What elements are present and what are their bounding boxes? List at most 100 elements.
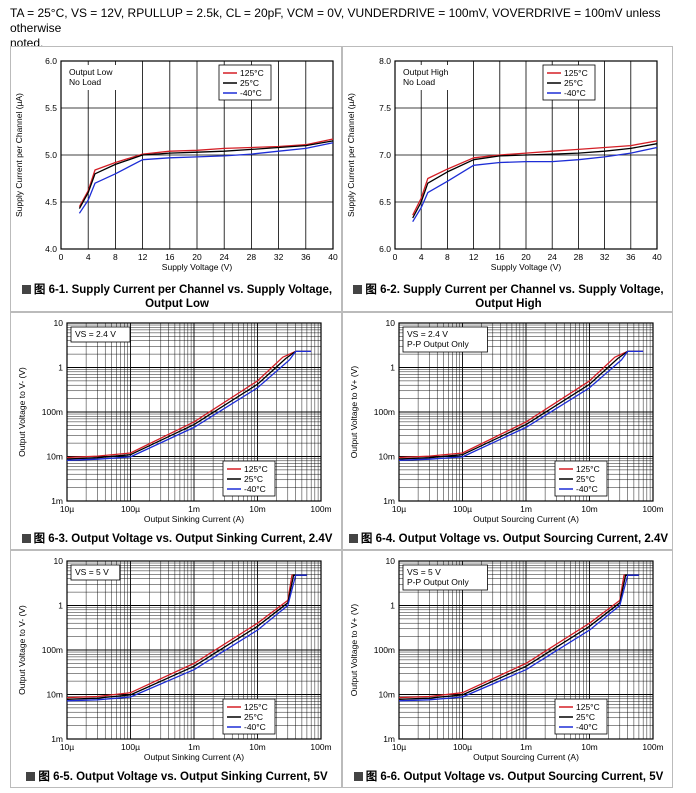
y-tick-label: 1 xyxy=(390,601,395,611)
x-axis-label: Output Sinking Current (A) xyxy=(144,514,244,524)
annotation-text: VS = 5 V xyxy=(75,567,109,577)
x-tick-label: 100µ xyxy=(121,742,140,752)
y-tick-label: 1 xyxy=(58,601,63,611)
annotation-text: Output High xyxy=(403,67,449,77)
x-tick-label: 1m xyxy=(188,504,200,514)
legend-label: 125°C xyxy=(244,702,268,712)
y-axis-label: Supply Current per Channel (µA) xyxy=(346,93,356,217)
y-tick-label: 5.0 xyxy=(45,150,57,160)
grid xyxy=(398,323,653,502)
x-tick-label: 10µ xyxy=(60,742,74,752)
x-tick-label: 100m xyxy=(310,504,331,514)
annotation-box xyxy=(65,65,124,90)
annotation-text: Output Low xyxy=(69,67,113,77)
y-tick-label: 7.5 xyxy=(379,103,391,113)
legend-label: 25°C xyxy=(244,712,263,722)
y-axis-label: Output Voltage to V+ (V) xyxy=(349,366,359,459)
series-line xyxy=(398,350,644,461)
x-tick-label: 24 xyxy=(547,252,557,262)
series-line xyxy=(412,143,658,219)
legend-label: 125°C xyxy=(240,68,264,78)
x-tick-label: 20 xyxy=(521,252,531,262)
series-line xyxy=(78,138,334,208)
annotation-text: P-P Output Only xyxy=(407,339,469,349)
figure-6-5: 10µ 100µ 1m 10m 100m 1m 10m 100m 1 10 Output Sinki… xyxy=(10,550,342,788)
y-tick-label: 1m xyxy=(383,496,395,506)
y-tick-label: 6.0 xyxy=(379,244,391,254)
legend-label: -40°C xyxy=(244,722,266,732)
legend-label: 25°C xyxy=(244,474,263,484)
grid xyxy=(66,561,321,740)
y-tick-label: 8.0 xyxy=(379,56,391,66)
chart-6-1: 0 4 8 12 16 20 24 28 32 36 40 4.0 4.5 5.0 5.5 6.0 Supply… xyxy=(14,56,338,272)
legend-label: 125°C xyxy=(564,68,588,78)
annotation-box xyxy=(70,564,121,581)
y-tick-label: 10m xyxy=(378,690,395,700)
y-axis-label: Supply Current per Channel (µA) xyxy=(14,93,24,217)
x-tick-label: 4 xyxy=(419,252,424,262)
legend-label: -40°C xyxy=(564,88,586,98)
caption-6-6: 图 6-6. Output Voltage vs. Output Sourcin… xyxy=(347,770,670,784)
annotation-text: VS = 5 V xyxy=(407,567,441,577)
legend-label: 25°C xyxy=(576,712,595,722)
annotation-text: No Load xyxy=(403,77,435,87)
legend-label: 25°C xyxy=(564,78,583,88)
x-tick-label: 100m xyxy=(310,742,331,752)
plot-frame xyxy=(398,322,654,502)
series-line xyxy=(78,142,334,214)
x-tick-label: 20 xyxy=(192,252,202,262)
x-tick-label: 36 xyxy=(626,252,636,262)
y-tick-label: 4.5 xyxy=(45,197,57,207)
x-tick-label: 10m xyxy=(249,742,266,752)
plot-frame xyxy=(66,560,322,740)
y-axis-label: Output Voltage to V- (V) xyxy=(17,605,27,695)
annotation-box xyxy=(399,65,464,90)
x-tick-label: 32 xyxy=(600,252,610,262)
figure-6-1: 0 4 8 12 16 20 24 28 32 36 40 4.0 4.5 5.0 5.5 6.0 Supply… xyxy=(10,46,342,312)
plot-frame xyxy=(398,560,654,740)
y-tick-label: 5.5 xyxy=(45,103,57,113)
legend-label: 125°C xyxy=(576,702,600,712)
figure-icon xyxy=(21,534,31,543)
annotation-box xyxy=(402,564,488,591)
chart-6-2: 0 4 8 12 16 20 24 28 32 36 40 6.0 6.5 7.0 7.5 8.0 Supply… xyxy=(346,56,662,272)
x-tick-label: 10µ xyxy=(392,504,406,514)
x-tick-label: 8 xyxy=(445,252,450,262)
plot-frame xyxy=(60,60,334,250)
y-tick-label: 10m xyxy=(378,452,395,462)
legend-box xyxy=(542,64,596,101)
x-tick-label: 28 xyxy=(574,252,584,262)
annotation-text: VS = 2.4 V xyxy=(407,329,448,339)
conditions-header: TA = 25°C, VS = 12V, RPULLUP = 2.5k, CL … xyxy=(10,6,680,51)
series-line xyxy=(66,574,307,702)
annotation-box xyxy=(402,326,488,353)
x-tick-label: 10m xyxy=(581,742,598,752)
y-tick-label: 6.0 xyxy=(45,56,57,66)
figure-icon xyxy=(353,285,363,294)
x-tick-label: 1m xyxy=(520,742,532,752)
x-tick-label: 12 xyxy=(469,252,479,262)
x-tick-label: 10µ xyxy=(392,742,406,752)
y-axis-label: Output Voltage to V- (V) xyxy=(17,367,27,457)
legend-label: -40°C xyxy=(240,88,262,98)
series-line xyxy=(412,146,658,223)
x-axis-label: Supply Voltage (V) xyxy=(491,262,562,272)
y-tick-label: 100m xyxy=(42,407,63,417)
figure-icon xyxy=(348,534,358,543)
x-tick-label: 100µ xyxy=(121,504,140,514)
x-tick-label: 40 xyxy=(652,252,662,262)
legend-label: -40°C xyxy=(244,484,266,494)
x-tick-label: 100µ xyxy=(453,742,472,752)
chart-6-3: 10µ 100µ 1m 10m 100m 1m 10m 100m 1 10 Output Sinki… xyxy=(17,318,332,524)
legend-label: -40°C xyxy=(576,484,598,494)
annotation-text: No Load xyxy=(69,77,101,87)
conditions-line-1: TA = 25°C, VS = 12V, RPULLUP = 2.5k, CL … xyxy=(10,6,661,35)
chart-6-5: 10µ 100µ 1m 10m 100m 1m 10m 100m 1 10 Output Sinki… xyxy=(17,556,332,762)
figure-icon xyxy=(353,772,363,781)
x-tick-label: 100µ xyxy=(453,504,472,514)
x-tick-label: 100m xyxy=(642,504,663,514)
x-tick-label: 40 xyxy=(328,252,338,262)
x-tick-label: 12 xyxy=(138,252,148,262)
y-tick-label: 10 xyxy=(386,318,396,328)
x-tick-label: 16 xyxy=(495,252,505,262)
